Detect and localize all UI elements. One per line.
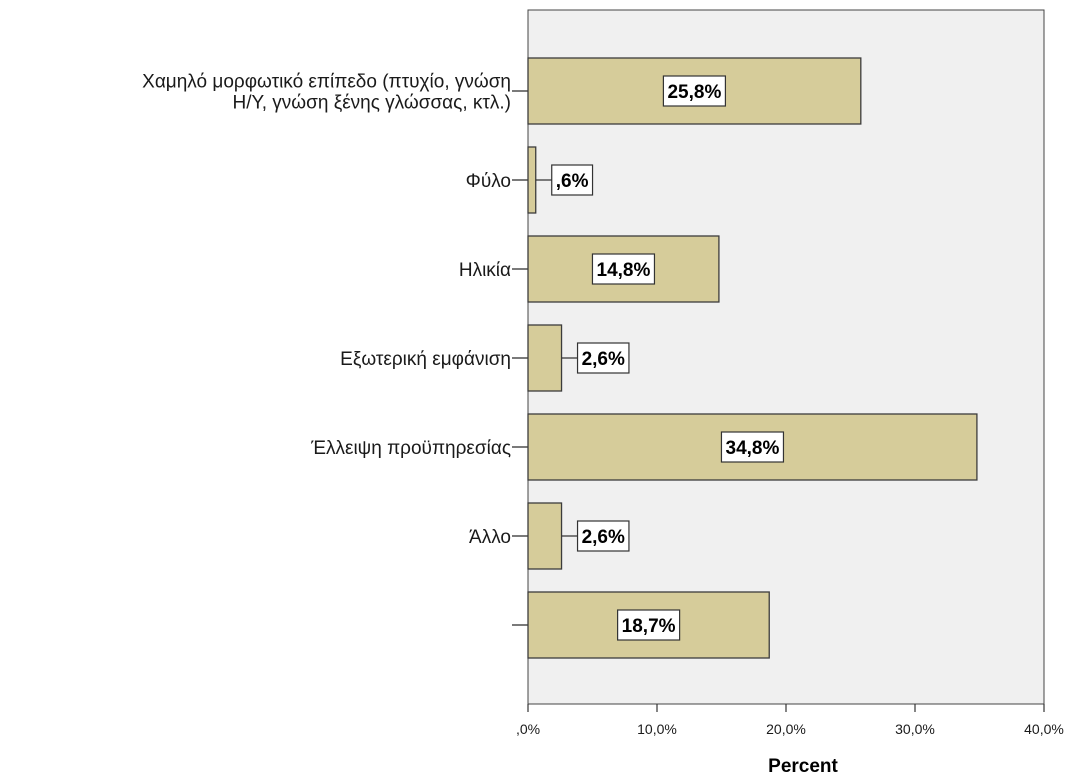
x-axis-title: Percent bbox=[768, 756, 838, 775]
data-label: 18,7% bbox=[622, 616, 676, 637]
data-label: 2,6% bbox=[582, 527, 625, 548]
x-tick-label: 30,0% bbox=[895, 721, 935, 737]
data-label: 14,8% bbox=[597, 260, 651, 281]
category-label: Φύλο bbox=[466, 171, 511, 192]
bar bbox=[527, 235, 720, 303]
category-label: Εξωτερική εμφάνιση bbox=[340, 349, 511, 370]
bar bbox=[527, 146, 537, 214]
category-label: Χαμηλό μορφωτικό επίπεδο (πτυχίο, γνώση bbox=[142, 72, 511, 93]
bar bbox=[527, 502, 563, 570]
data-label-box bbox=[576, 520, 630, 552]
bars: 25,8% ,6% 14,8% 2,6% 34,8% 2,6% 18,7% bbox=[527, 57, 978, 659]
data-label: 34,8% bbox=[726, 438, 780, 459]
x-tick-label: 40,0% bbox=[1024, 721, 1064, 737]
bar bbox=[527, 324, 563, 392]
x-axis: ,0% 10,0% 20,0% 30,0% 40,0% bbox=[516, 704, 1064, 737]
category-axis: Χαμηλό μορφωτικό επίπεδο (πτυχίο, γνώσηΗ… bbox=[142, 72, 528, 626]
data-label-box bbox=[617, 609, 681, 641]
data-label-box bbox=[576, 342, 630, 374]
data-label-box bbox=[551, 164, 594, 196]
data-label: ,6% bbox=[556, 171, 589, 192]
data-label-box bbox=[662, 75, 727, 107]
x-tick-label: 10,0% bbox=[637, 721, 677, 737]
category-label: Άλλο bbox=[469, 527, 511, 548]
data-label: 25,8% bbox=[667, 82, 721, 103]
x-tick-label: ,0% bbox=[516, 721, 540, 737]
data-label: 2,6% bbox=[582, 349, 625, 370]
category-label: Ηλικία bbox=[459, 260, 511, 281]
data-label-box bbox=[591, 253, 656, 285]
data-label-box bbox=[720, 431, 785, 463]
category-label: Η/Υ, γνώση ξένης γλώσσας, κτλ.) bbox=[233, 93, 512, 114]
x-tick-label: 20,0% bbox=[766, 721, 806, 737]
category-label: Έλλειψη προϋπηρεσίας bbox=[310, 438, 511, 459]
